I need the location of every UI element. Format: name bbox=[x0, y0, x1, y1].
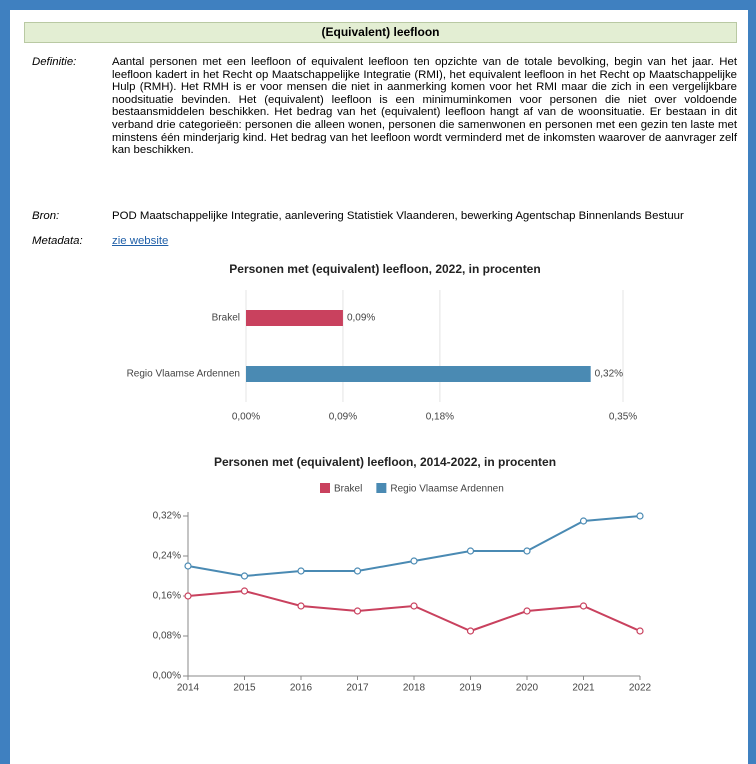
point bbox=[353, 607, 362, 615]
point bbox=[579, 517, 588, 525]
row-text: POD Maatschappelijke Integratie, aanleve… bbox=[112, 210, 684, 222]
y-tick-label: Regio Vlaamse Ardennen bbox=[127, 369, 240, 380]
row: Metadata: zie website bbox=[32, 235, 737, 248]
x-tick-label: 2016 bbox=[290, 683, 313, 694]
y-tick-label: 0,08% bbox=[153, 631, 181, 642]
point bbox=[466, 547, 475, 555]
row-text: Aantal personen met een leefloon of equi… bbox=[112, 56, 737, 157]
value-label: 0,09% bbox=[347, 313, 375, 324]
point bbox=[184, 562, 192, 570]
bar bbox=[246, 310, 343, 326]
x-tick-label: 2022 bbox=[629, 683, 652, 694]
series-line bbox=[187, 589, 641, 633]
series-line bbox=[187, 515, 641, 578]
y-tick-label: 0,00% bbox=[153, 671, 181, 682]
point bbox=[297, 567, 305, 575]
row: Definitie: Aantal personen met een leefl… bbox=[32, 56, 737, 157]
point bbox=[523, 547, 531, 555]
header-title: (Equivalent) leefloon bbox=[24, 22, 737, 43]
row-label: Definitie: bbox=[32, 56, 77, 68]
x-tick-label: 0,35% bbox=[609, 412, 637, 423]
legend-swatch bbox=[376, 483, 387, 493]
point bbox=[523, 607, 531, 615]
value-label: 0,32% bbox=[595, 369, 623, 380]
point bbox=[410, 557, 418, 565]
bar bbox=[246, 366, 591, 382]
legend-swatch bbox=[320, 483, 330, 493]
x-tick-label: 2020 bbox=[516, 683, 539, 694]
x-tick-label: 2014 bbox=[177, 683, 200, 694]
y-tick-label: 0,24% bbox=[153, 551, 181, 562]
y-tick-label: Brakel bbox=[212, 313, 240, 324]
point bbox=[184, 592, 192, 600]
page: (Equivalent) leefloon Definitie: Aantal … bbox=[10, 10, 748, 764]
legend-label: Regio Vlaamse Ardennen bbox=[390, 484, 503, 495]
y-tick-label: 0,16% bbox=[153, 591, 181, 602]
row: Bron: POD Maatschappelijke Integratie, a… bbox=[32, 210, 737, 223]
point bbox=[353, 567, 362, 575]
chart-title: Personen met (equivalent) leefloon, 2014… bbox=[214, 455, 556, 469]
point bbox=[466, 627, 475, 635]
point bbox=[240, 572, 249, 580]
point bbox=[636, 627, 644, 635]
row-label: Metadata: bbox=[32, 235, 83, 247]
x-tick-label: 0,18% bbox=[426, 412, 454, 423]
y-tick-label: 0,32% bbox=[153, 511, 181, 522]
x-tick-label: 2017 bbox=[346, 683, 369, 694]
link[interactable]: zie website bbox=[112, 235, 169, 247]
x-tick-label: 2019 bbox=[459, 683, 482, 694]
point bbox=[579, 602, 588, 610]
x-tick-label: 0,09% bbox=[329, 412, 357, 423]
x-tick-label: 2021 bbox=[572, 683, 595, 694]
point bbox=[240, 587, 249, 595]
legend-label: Brakel bbox=[334, 484, 362, 495]
row-label: Bron: bbox=[32, 210, 60, 222]
point bbox=[297, 602, 305, 610]
point bbox=[410, 602, 418, 610]
chart-title: Personen met (equivalent) leefloon, 2022… bbox=[229, 262, 540, 276]
x-tick-label: 0,00% bbox=[232, 412, 260, 423]
x-tick-label: 2015 bbox=[233, 683, 256, 694]
point bbox=[636, 512, 644, 520]
x-tick-label: 2018 bbox=[403, 683, 426, 694]
